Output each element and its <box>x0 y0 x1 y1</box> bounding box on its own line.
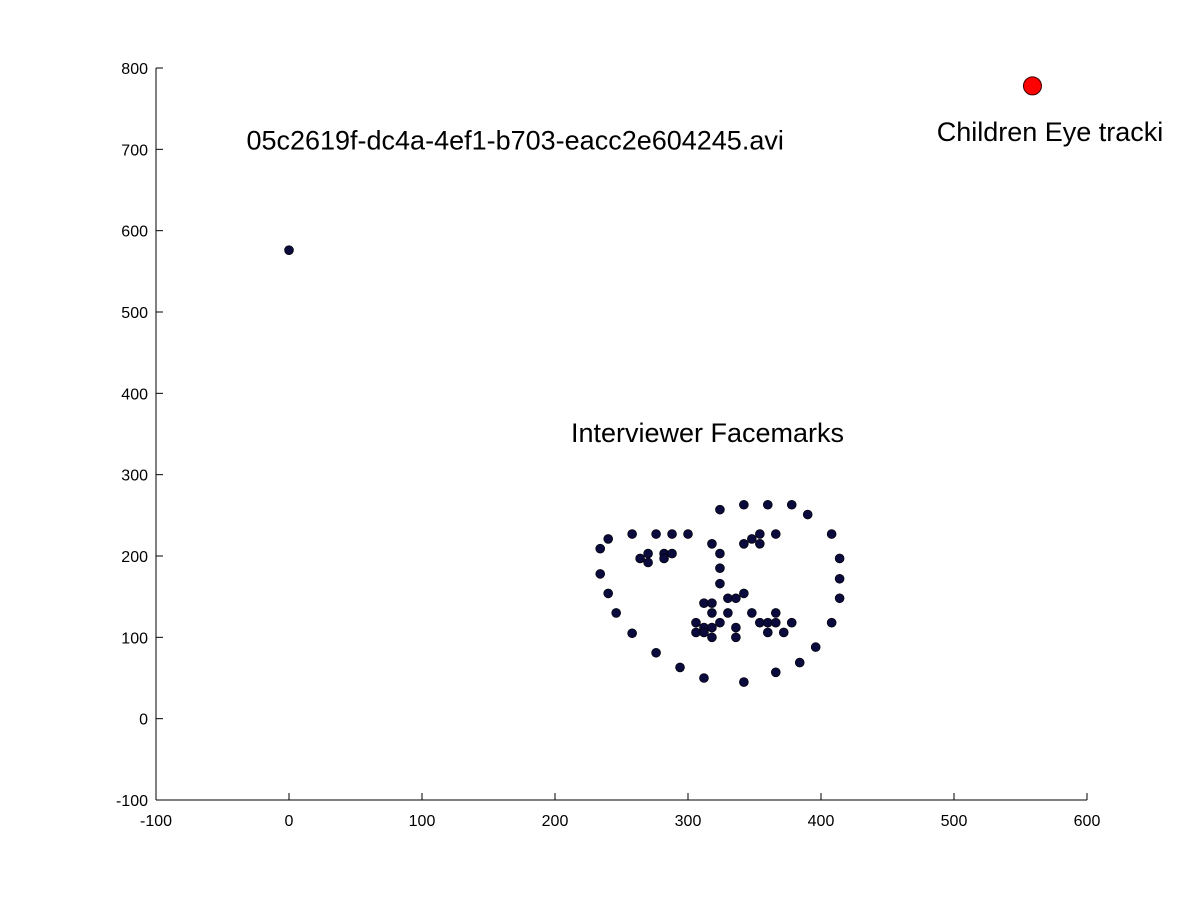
facemarks-point <box>651 647 661 658</box>
facemarks-point <box>747 534 757 544</box>
facemarks-point <box>834 573 845 584</box>
facemarks-point <box>595 543 606 554</box>
facemarks-point <box>739 677 749 687</box>
x-tick-label: -100 <box>140 813 172 830</box>
y-tick-label: 0 <box>139 712 148 729</box>
facemarks-point <box>667 548 677 559</box>
facemarks-label: Interviewer Facemarks <box>571 418 844 448</box>
facemarks-point <box>715 617 725 628</box>
facemarks-point <box>755 617 765 628</box>
facemarks-point <box>810 642 821 652</box>
x-tick-label: 400 <box>808 813 835 830</box>
facemarks-point <box>770 617 781 628</box>
facemarks-point <box>595 569 606 579</box>
facemarks-point <box>284 245 294 255</box>
facemarks-point <box>675 662 685 673</box>
facemarks-point <box>834 553 845 564</box>
facemarks-point <box>723 593 733 604</box>
facemarks-point <box>715 504 725 515</box>
facemarks-point <box>635 553 645 564</box>
facemarks-point <box>731 622 741 633</box>
facemarks-point <box>762 627 773 638</box>
facemarks-point <box>786 499 797 510</box>
facemarks-point <box>826 529 837 539</box>
facemarks-point <box>739 538 749 549</box>
facemarks-point <box>794 657 805 668</box>
facemarks-point <box>723 608 733 618</box>
x-tick-label: 100 <box>409 813 436 830</box>
facemarks-point <box>762 499 773 510</box>
facemarks-point <box>826 617 837 628</box>
facemarks-point <box>667 529 677 539</box>
facemarks-point <box>731 593 741 604</box>
facemarks-point <box>715 578 725 589</box>
facemarks-point <box>770 529 781 539</box>
facemarks-point <box>786 617 797 628</box>
y-tick-label: 300 <box>121 468 148 485</box>
facemarks-point <box>643 557 653 568</box>
facemarks-point <box>603 534 614 544</box>
video-filename-label: 05c2619f-dc4a-4ef1-b703-eacc2e604245.avi <box>246 125 783 155</box>
x-tick-label: 500 <box>941 813 968 830</box>
axes <box>155 68 1087 801</box>
facemarks-point <box>699 598 709 608</box>
facemarks-point <box>627 628 637 639</box>
x-tick-label: 200 <box>542 813 569 830</box>
facemarks-point <box>834 593 845 604</box>
facemarks-point <box>755 529 765 539</box>
eye-tracking-label: Children Eye tracki <box>937 117 1164 147</box>
facemarks-point <box>802 509 813 520</box>
y-tick-label: 600 <box>121 224 148 241</box>
facemarks-point <box>739 588 749 599</box>
facemarks-point <box>707 622 717 633</box>
facemarks-point <box>707 538 717 549</box>
y-tick-label: 200 <box>121 549 148 566</box>
y-tick-label: 800 <box>121 61 148 78</box>
facemarks-point <box>747 608 757 618</box>
facemarks-series <box>284 245 845 687</box>
facemarks-point <box>691 617 701 628</box>
y-axis-ticks: -100 0 100 200 300 400 500 600 700 800 <box>116 61 163 810</box>
facemarks-point <box>683 529 693 539</box>
facemarks-point <box>739 499 749 510</box>
facemarks-point <box>707 598 717 608</box>
facemarks-point <box>699 627 709 638</box>
x-tick-label: 600 <box>1074 813 1101 830</box>
y-tick-label: -100 <box>116 793 148 810</box>
facemarks-point <box>770 667 781 678</box>
facemarks-point <box>778 627 789 638</box>
x-tick-label: 300 <box>675 813 702 830</box>
facemarks-point <box>707 632 717 643</box>
facemarks-point <box>762 617 773 628</box>
facemarks-point <box>691 627 701 638</box>
facemarks-point <box>731 632 741 643</box>
facemarks-point <box>699 673 709 683</box>
facemarks-point <box>707 608 717 618</box>
y-tick-label: 100 <box>121 630 148 647</box>
facemarks-point <box>755 538 765 549</box>
eye-tracking-point <box>1022 76 1042 96</box>
y-tick-label: 500 <box>121 305 148 322</box>
eye-tracking-series <box>1022 76 1042 96</box>
facemarks-point <box>715 548 725 559</box>
facemarks-point <box>770 608 781 618</box>
facemarks-point <box>651 529 661 539</box>
x-axis-ticks: -100 0 100 200 300 400 500 600 <box>140 793 1100 830</box>
facemarks-point <box>611 608 621 618</box>
facemarks-point <box>715 563 725 574</box>
facemarks-point <box>659 553 669 564</box>
y-tick-label: 700 <box>121 142 148 159</box>
y-tick-label: 400 <box>121 386 148 403</box>
data-points <box>284 76 1042 687</box>
facemarks-point <box>603 588 614 599</box>
x-tick-label: 0 <box>285 813 294 830</box>
facemarks-point <box>643 548 653 559</box>
facemarks-point <box>627 529 637 539</box>
